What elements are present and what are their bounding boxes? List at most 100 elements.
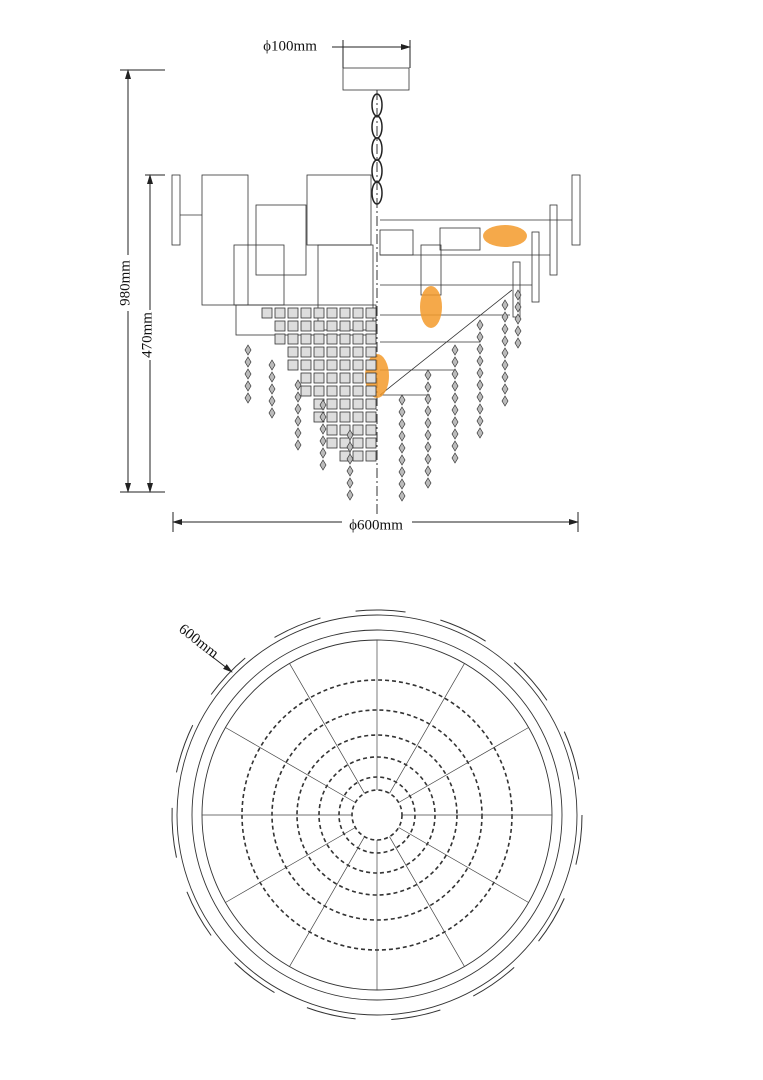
crystal	[294, 403, 302, 415]
crystal	[451, 452, 459, 464]
crystal	[398, 442, 406, 454]
crystal	[346, 441, 354, 453]
crystal-box	[339, 346, 351, 358]
crystal-box	[339, 320, 351, 332]
crystal	[424, 465, 432, 477]
crystal-box	[300, 385, 312, 397]
crystal	[346, 489, 354, 501]
crystal-box	[352, 359, 364, 371]
crystal-box	[313, 307, 325, 319]
crystal-box	[287, 307, 299, 319]
crystal	[424, 453, 432, 465]
ring	[176, 614, 578, 1016]
crystal	[294, 439, 302, 451]
crystal	[398, 394, 406, 406]
crystal-box	[352, 320, 364, 332]
label-bg	[244, 36, 326, 58]
crystal-box	[326, 320, 338, 332]
crystal-box	[313, 359, 325, 371]
crystal	[476, 427, 484, 439]
crystal-box	[326, 385, 338, 397]
crystal	[514, 301, 522, 313]
crystal-box	[365, 333, 377, 345]
width-dimension: ϕ600mm	[349, 517, 403, 533]
crystal-box	[365, 424, 377, 436]
crystal	[268, 359, 276, 371]
crystal	[501, 335, 509, 347]
crystal	[244, 368, 252, 380]
crystal	[346, 429, 354, 441]
spoke	[389, 836, 465, 967]
crystal	[476, 415, 484, 427]
crystal	[346, 477, 354, 489]
crystal-box	[352, 333, 364, 345]
crystal-box	[326, 333, 338, 345]
outer-arc	[175, 724, 194, 773]
crystal-box	[287, 320, 299, 332]
crystal-box	[352, 437, 364, 449]
canopy-dimension: ϕ100mm	[263, 38, 317, 54]
spoke	[389, 663, 465, 794]
crystal	[268, 371, 276, 383]
ring	[351, 789, 403, 841]
crystal-box	[326, 307, 338, 319]
crystal	[294, 379, 302, 391]
crystal	[501, 299, 509, 311]
crystal	[501, 395, 509, 407]
spoke	[289, 836, 365, 967]
outer-arc	[473, 966, 515, 997]
label-bg	[118, 255, 138, 311]
crystal	[476, 343, 484, 355]
crystal-box	[352, 398, 364, 410]
crystal	[319, 459, 327, 471]
outer-arc	[234, 962, 275, 993]
outer-arc	[391, 1009, 441, 1020]
crystal-box	[313, 320, 325, 332]
crystal	[476, 319, 484, 331]
outer-arc	[513, 662, 548, 701]
crystal-box	[365, 450, 377, 462]
label-bg	[342, 516, 412, 532]
crystal-box	[287, 346, 299, 358]
crystal-box	[313, 346, 325, 358]
crystal	[319, 423, 327, 435]
outer-arc	[355, 609, 406, 613]
crystal	[319, 435, 327, 447]
spoke	[398, 827, 529, 903]
crystal-box	[274, 307, 286, 319]
side-view	[171, 67, 581, 515]
crystal	[451, 380, 459, 392]
outer-arc	[563, 731, 580, 780]
crystal	[244, 380, 252, 392]
crystal	[294, 391, 302, 403]
crystal	[451, 404, 459, 416]
crystal-box	[300, 307, 312, 319]
crystal-box	[326, 398, 338, 410]
crystal	[476, 331, 484, 343]
crystal	[451, 344, 459, 356]
crystal	[501, 311, 509, 323]
crystal-box	[326, 424, 338, 436]
crystal	[346, 453, 354, 465]
crystal	[501, 323, 509, 335]
crystal-box	[326, 437, 338, 449]
crystal-box	[352, 372, 364, 384]
crystal	[451, 440, 459, 452]
crystal	[424, 393, 432, 405]
crystal-box	[287, 359, 299, 371]
crystal	[451, 368, 459, 380]
crystal-box	[261, 307, 273, 319]
crystal	[476, 355, 484, 367]
crystal	[424, 417, 432, 429]
label-bg	[140, 310, 160, 360]
outer-arc	[306, 1007, 356, 1020]
crystal	[514, 325, 522, 337]
crystal-box	[300, 320, 312, 332]
crystal-box	[326, 372, 338, 384]
outer-arc	[171, 807, 177, 858]
crystal	[424, 441, 432, 453]
crystal	[501, 371, 509, 383]
crystal	[398, 478, 406, 490]
crystal-box	[326, 411, 338, 423]
